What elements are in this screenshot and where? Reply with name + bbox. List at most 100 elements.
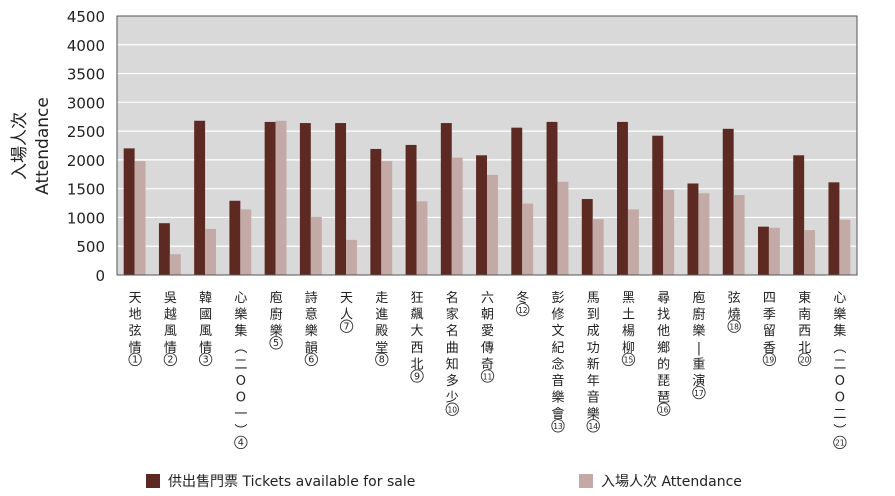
category-number: 21 [835,439,845,448]
category-char: 留 [763,324,776,339]
category-char: 進 [375,308,388,323]
category-number-circle [692,385,706,400]
bar-series-2 [768,227,780,275]
y-axis-label-en: Attendance [33,97,53,195]
bar-series-1 [511,127,523,275]
category-char: 走 [375,291,388,306]
category-number-circle [375,352,389,367]
bar-series-2 [627,209,639,275]
y-tick-label: 1500 [67,181,105,199]
category-char: 樂 [833,307,846,323]
y-tick-label: 2500 [67,123,105,141]
category-number: 1 [132,355,138,366]
category-number: 15 [624,356,634,365]
category-char: 二 [833,407,846,422]
category-char: 庖 [692,290,705,306]
bar-series-1 [123,148,135,275]
category-char: 天 [129,291,142,306]
category-number-circle [198,352,213,367]
category-char: ︶ [833,424,846,439]
category-number-circle [128,352,142,367]
category-char: 土 [622,308,635,323]
category-char: 到 [587,308,600,323]
y-tick-label: 3500 [67,66,105,84]
category-char: 天 [340,291,353,306]
category-char: 東 [798,290,811,306]
legend: 供出售門票 Tickets available for sale 入場人次 At… [146,474,742,490]
category-number-circle [163,352,178,367]
category-char: 音 [551,373,564,389]
y-tick-label: 2000 [67,152,105,170]
category-labels: 天地弦情1吳越風情2韓國風情3心樂集︵二OO一︶4庖廚樂5詩意樂韻6天人7走進殿… [128,290,847,450]
category-number-circle [657,402,671,416]
plot-border [116,15,858,276]
category-char: 黑 [622,291,635,306]
category-number-circle [551,419,565,433]
category-char: 樂 [305,323,318,339]
bar-series-2 [733,194,745,275]
bar-series-2 [698,193,710,275]
y-tick-label: 3000 [67,94,105,112]
category-char: 找 [657,308,670,323]
bar-series-1 [405,144,417,275]
category-char: 名 [446,290,459,306]
category-number: 10 [447,406,457,415]
category-label: 天人7 [339,291,354,333]
category-char: 奇 [481,356,494,372]
category-char: O [835,374,845,389]
category-char: 弦 [728,290,741,306]
category-number-circle [410,369,424,383]
category-char: 朝 [481,308,494,323]
category-char: 庖 [270,290,283,306]
bar-series-1 [370,148,382,275]
category-char: O [236,374,246,389]
category-char: ︶ [234,424,247,439]
category-char: 會 [551,407,564,422]
category-char: 吳 [164,291,177,306]
category-number-circle [586,419,600,433]
category-char: 香 [763,341,776,356]
category-number: 5 [273,338,279,349]
category-char: O [236,391,246,406]
category-char: 冬 [516,290,529,306]
category-number: 13 [553,422,563,431]
category-number-circle [727,319,741,333]
legend-swatch-tickets [146,474,160,488]
bar-series-2 [310,216,322,275]
category-char: 六 [481,291,494,306]
bar-series-2 [522,203,534,275]
category-number: 20 [800,356,810,365]
category-char: 情 [129,341,142,356]
category-char: 馬 [587,291,600,306]
bars [123,120,851,275]
category-char: 情 [199,341,212,356]
category-char: 家 [446,307,459,323]
category-number: 14 [588,422,598,431]
category-char: 堂 [375,341,388,356]
category-char: 一 [234,407,247,422]
bar-series-2 [275,120,287,275]
category-number: 4 [238,438,244,449]
category-char: 殿 [375,324,388,339]
bar-series-1 [652,135,664,275]
category-char: 功 [587,341,600,356]
bar-series-1 [229,200,241,275]
category-number-circle [304,352,318,367]
category-char: 燒 [728,308,741,323]
category-number: 2 [167,355,173,366]
category-char: 新 [587,356,600,372]
legend-label-tickets: 供出售門票 Tickets available for sale [168,474,415,490]
category-char: 柳 [622,341,635,356]
category-char: 廚 [270,307,283,323]
category-char: 人 [340,308,353,323]
bar-series-1 [335,123,347,275]
category-char: 風 [164,324,177,339]
